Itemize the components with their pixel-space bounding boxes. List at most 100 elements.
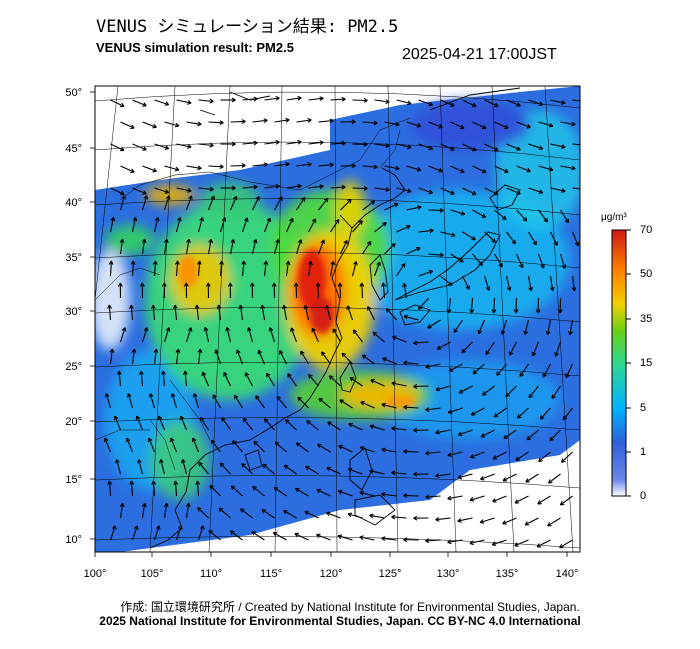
wind-arrow (163, 195, 170, 211)
wind-arrowhead (554, 352, 557, 357)
wind-arrowhead (532, 242, 537, 246)
wind-arrow (418, 229, 434, 233)
wind-arrowhead (502, 520, 506, 525)
wind-arrowhead (141, 502, 146, 507)
wind-arrowhead (143, 190, 147, 195)
wind-arrowhead (369, 425, 374, 429)
wind-arrowhead (361, 282, 365, 287)
wind-arrowhead (300, 197, 305, 200)
wind-arrowhead (179, 217, 182, 222)
wind-arrowhead (239, 304, 244, 309)
wind-arrowhead (144, 503, 147, 508)
wind-arrow (418, 187, 433, 194)
wind-arrowhead (307, 161, 312, 165)
wind-arrowhead (296, 442, 301, 445)
wind-arrow (330, 142, 346, 145)
wind-arrowhead (549, 166, 554, 171)
wind-arrow (132, 143, 147, 151)
wind-arrow (110, 187, 125, 195)
wind-arrowhead (153, 480, 157, 485)
wind-arrow (126, 437, 134, 453)
wind-arrowhead (393, 243, 396, 248)
wind-arrow (130, 480, 134, 497)
wind-arrowhead (143, 146, 147, 151)
wind-arrow (571, 231, 579, 247)
wind-arrow (174, 305, 178, 321)
wind-arrowhead (528, 393, 531, 398)
wind-arrow (317, 282, 320, 299)
wind-arrow (317, 443, 331, 453)
wind-arrowhead (403, 537, 408, 541)
lon-label: 130° (437, 568, 460, 580)
wind-arrowhead (121, 190, 125, 195)
wind-arrow (532, 341, 540, 357)
wind-arrow (141, 327, 148, 343)
wind-arrowhead (435, 429, 440, 434)
wind-arrowhead (527, 124, 531, 128)
wind-arrow (197, 525, 204, 541)
wind-arrow (242, 98, 258, 101)
wind-arrow (339, 282, 342, 299)
wind-arrowhead (177, 260, 180, 265)
wind-arrow (108, 480, 112, 497)
wind-arrowhead (273, 487, 277, 492)
wind-arrow (311, 328, 320, 343)
wind-arrowhead (307, 260, 312, 265)
wind-arrowhead (151, 480, 154, 485)
wind-arrowhead (571, 287, 575, 292)
wind-arrowhead (253, 142, 258, 146)
wind-arrowhead (561, 188, 566, 192)
wind-arrow (462, 275, 470, 290)
wind-arrow (202, 371, 210, 387)
wind-arrow (120, 165, 135, 173)
wind-arrowhead (238, 304, 241, 310)
wind-arrowhead (517, 146, 521, 151)
wind-arrowhead (297, 239, 302, 243)
wind-arrowhead (403, 404, 408, 408)
wind-arrow (130, 305, 134, 321)
wind-arrowhead (226, 327, 231, 331)
wind-arrowhead (185, 282, 189, 287)
wind-arrowhead (263, 119, 268, 124)
wind-arrow (307, 261, 312, 277)
wind-arrowhead (275, 441, 280, 444)
wind-arrowhead (116, 459, 120, 463)
wind-arrowhead (253, 140, 258, 144)
wind-arrow (382, 357, 397, 365)
wind-arrowhead (129, 480, 132, 485)
wind-arrowhead (263, 162, 268, 165)
wind-arrowhead (168, 195, 171, 200)
wind-arrowhead (385, 101, 390, 105)
wind-arrow (110, 143, 125, 151)
wind-arrowhead (293, 282, 297, 287)
wind-arrow (164, 165, 180, 171)
wind-arrowhead (220, 462, 225, 465)
wind-arrow (109, 349, 113, 365)
wind-arrow (321, 351, 331, 365)
wind-arrow (496, 363, 507, 376)
wind-arrowhead (318, 397, 324, 400)
wind-arrowhead (413, 517, 418, 521)
wind-arrowhead (369, 514, 374, 519)
wind-arrowhead (207, 282, 211, 287)
wind-arrowhead (561, 102, 566, 105)
wind-arrowhead (373, 164, 378, 168)
wind-arrowhead (478, 330, 483, 335)
wind-arrowhead (515, 309, 519, 314)
wind-arrowhead (276, 396, 279, 401)
wind-arrowhead (182, 459, 186, 463)
wind-arrowhead (461, 124, 465, 129)
lon-label: 105° (141, 568, 164, 580)
wind-arrowhead (321, 351, 326, 355)
wind-arrowhead (425, 366, 430, 369)
wind-arrow (290, 327, 298, 343)
wind-arrowhead (231, 99, 236, 103)
wind-arrowhead (549, 436, 552, 441)
wind-arrow (261, 509, 275, 519)
wind-arrow (450, 121, 465, 129)
wind-arrowhead (469, 499, 475, 502)
wind-arrow (352, 143, 368, 146)
wind-arrow (242, 142, 258, 145)
wind-arrow (136, 415, 144, 431)
wind-arrow (171, 393, 178, 409)
